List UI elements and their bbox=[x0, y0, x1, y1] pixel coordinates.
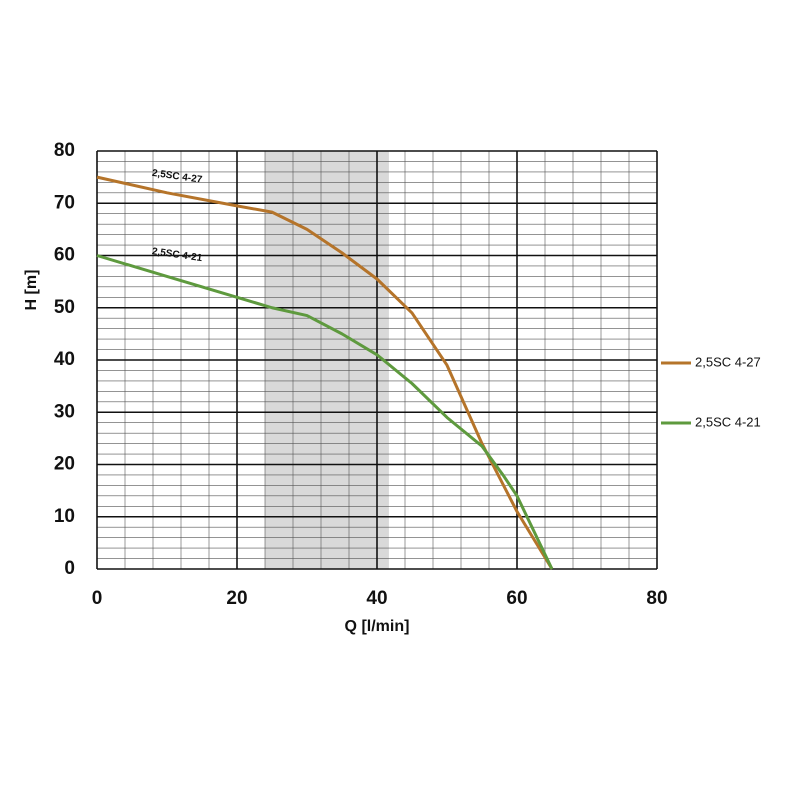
y-tick-label: 50 bbox=[54, 297, 75, 318]
x-axis-label: Q [l/min] bbox=[345, 618, 410, 635]
y-tick-label: 60 bbox=[54, 245, 75, 266]
curve-label: 2,5SC 4-27 bbox=[151, 168, 203, 186]
y-tick-label: 0 bbox=[64, 558, 75, 579]
curve-label: 2,5SC 4-21 bbox=[151, 246, 203, 264]
x-tick-label: 80 bbox=[646, 588, 667, 609]
y-tick-label: 20 bbox=[54, 454, 75, 475]
x-tick-label: 0 bbox=[92, 588, 103, 609]
series-line bbox=[96, 254, 554, 570]
y-tick-label: 10 bbox=[54, 506, 75, 527]
x-tick-label: 40 bbox=[366, 588, 387, 609]
y-tick-label: 30 bbox=[54, 401, 75, 422]
y-axis-label: H [m] bbox=[23, 270, 40, 311]
legend-label: 2,5SC 4-21 bbox=[695, 414, 761, 429]
x-tick-label: 60 bbox=[506, 588, 527, 609]
y-tick-label: 80 bbox=[54, 140, 75, 161]
y-tick-label: 40 bbox=[54, 349, 75, 370]
legend-label: 2,5SC 4-27 bbox=[695, 354, 761, 369]
y-tick-label: 70 bbox=[54, 192, 75, 213]
x-tick-label: 20 bbox=[226, 588, 247, 609]
